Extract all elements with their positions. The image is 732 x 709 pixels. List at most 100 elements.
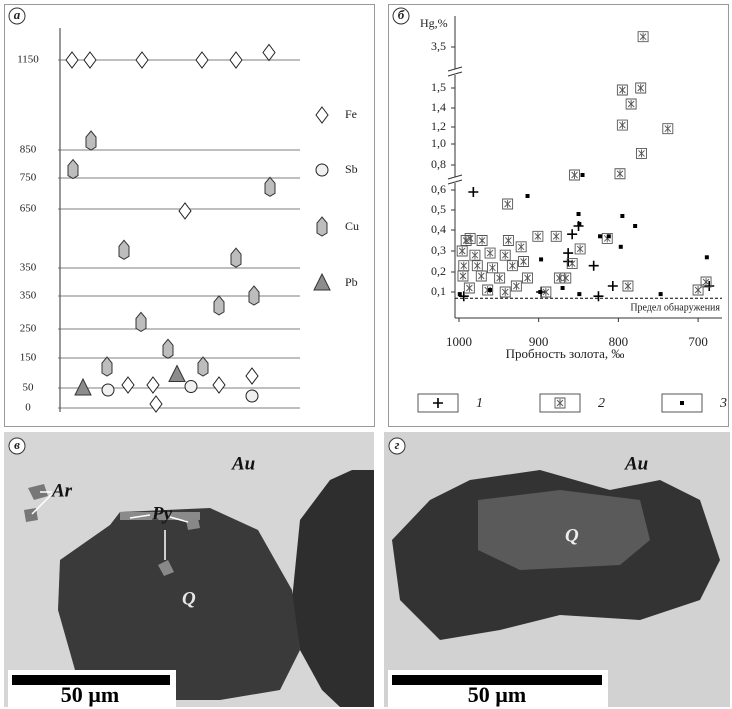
y-tick-label: 350 bbox=[20, 262, 37, 274]
point bbox=[577, 292, 582, 297]
x-tick-label: 700 bbox=[688, 334, 708, 349]
point bbox=[118, 239, 130, 260]
pyrite-inclusion bbox=[158, 518, 200, 576]
point bbox=[67, 158, 79, 180]
y-tick-label: 0,1 bbox=[431, 284, 446, 298]
point bbox=[614, 168, 626, 180]
point bbox=[540, 286, 552, 298]
panel-label: в bbox=[14, 437, 20, 452]
point bbox=[499, 249, 511, 261]
point bbox=[618, 244, 623, 249]
point bbox=[121, 376, 135, 394]
panel-label: г bbox=[395, 437, 400, 452]
point bbox=[460, 235, 472, 246]
point bbox=[464, 232, 476, 244]
point bbox=[475, 270, 487, 282]
point bbox=[74, 377, 92, 396]
point bbox=[499, 286, 511, 298]
point bbox=[620, 214, 625, 218]
panel-label-circle bbox=[388, 437, 406, 455]
point bbox=[468, 187, 479, 197]
point bbox=[149, 395, 163, 413]
point bbox=[506, 260, 518, 272]
scale-label: 50 µm bbox=[61, 682, 120, 707]
point bbox=[635, 82, 647, 94]
point bbox=[101, 356, 113, 377]
y-tick-label: 0,5 bbox=[431, 202, 446, 216]
point bbox=[458, 291, 469, 302]
point bbox=[484, 247, 496, 259]
point bbox=[607, 281, 618, 291]
point bbox=[515, 241, 527, 253]
scale-bar bbox=[392, 675, 602, 685]
legend-marker bbox=[315, 106, 329, 124]
y-tick-label: 0,8 bbox=[431, 157, 446, 171]
point bbox=[576, 212, 581, 216]
legend-marker bbox=[313, 272, 331, 291]
panel-label-circle bbox=[8, 7, 26, 25]
detection-limit-label: Предел обнаружения bbox=[630, 303, 720, 314]
legend-label: 3 bbox=[719, 396, 727, 411]
point bbox=[580, 173, 585, 177]
point bbox=[550, 230, 562, 242]
y-tick-label: 650 bbox=[20, 203, 37, 215]
panel-label-circle bbox=[392, 7, 410, 25]
annotation: Au bbox=[231, 453, 255, 474]
legend-label: Fe bbox=[345, 107, 357, 121]
photo-v: в Au Ar Py Q 50 µm bbox=[4, 432, 374, 707]
point bbox=[637, 31, 649, 43]
point bbox=[101, 383, 115, 397]
point bbox=[658, 292, 663, 297]
photo-g: г Au Q 50 µm bbox=[384, 432, 730, 707]
point bbox=[146, 376, 160, 394]
point bbox=[230, 247, 242, 268]
point bbox=[494, 272, 506, 284]
point bbox=[601, 232, 613, 244]
point bbox=[162, 338, 174, 359]
legend-label: 2 bbox=[598, 396, 605, 411]
point bbox=[502, 198, 514, 210]
panel-b-frame bbox=[388, 4, 729, 427]
point bbox=[662, 123, 674, 135]
point bbox=[553, 272, 565, 284]
panel-a-frame bbox=[4, 4, 375, 427]
y-tick-label: 0,3 bbox=[431, 243, 446, 257]
point bbox=[569, 169, 581, 181]
y-tick-label: 350 bbox=[20, 290, 37, 302]
y-tick-label: 850 bbox=[20, 144, 37, 156]
point bbox=[704, 255, 709, 260]
point bbox=[560, 272, 572, 284]
quartz-grain bbox=[478, 490, 650, 570]
point bbox=[476, 235, 488, 246]
point bbox=[212, 376, 226, 394]
legend-label: Cu bbox=[345, 219, 359, 233]
point bbox=[65, 51, 79, 69]
point bbox=[229, 51, 243, 69]
point bbox=[692, 284, 704, 296]
point bbox=[458, 260, 470, 272]
point bbox=[700, 276, 712, 288]
annotation: Py bbox=[151, 503, 173, 524]
point bbox=[457, 270, 469, 282]
point bbox=[577, 222, 582, 226]
y-tick-label: 50 bbox=[23, 382, 35, 394]
point bbox=[488, 288, 493, 292]
point bbox=[518, 256, 529, 267]
point bbox=[245, 367, 259, 385]
y-tick-label: 250 bbox=[20, 323, 37, 335]
legend-marker bbox=[316, 216, 328, 237]
point bbox=[574, 243, 586, 255]
point bbox=[245, 389, 259, 403]
point bbox=[625, 98, 637, 110]
scale-bar bbox=[12, 675, 170, 685]
point bbox=[184, 380, 198, 393]
y-tick-label: 1,2 bbox=[431, 119, 446, 133]
y-tick-label: 0 bbox=[25, 402, 31, 414]
y-axis-title: Hg,% bbox=[420, 16, 448, 30]
point bbox=[264, 176, 276, 197]
x-tick-label: 900 bbox=[529, 334, 549, 349]
point bbox=[566, 258, 578, 270]
point bbox=[598, 234, 603, 239]
y-tick-label: 0,4 bbox=[431, 222, 446, 236]
point bbox=[636, 148, 647, 159]
